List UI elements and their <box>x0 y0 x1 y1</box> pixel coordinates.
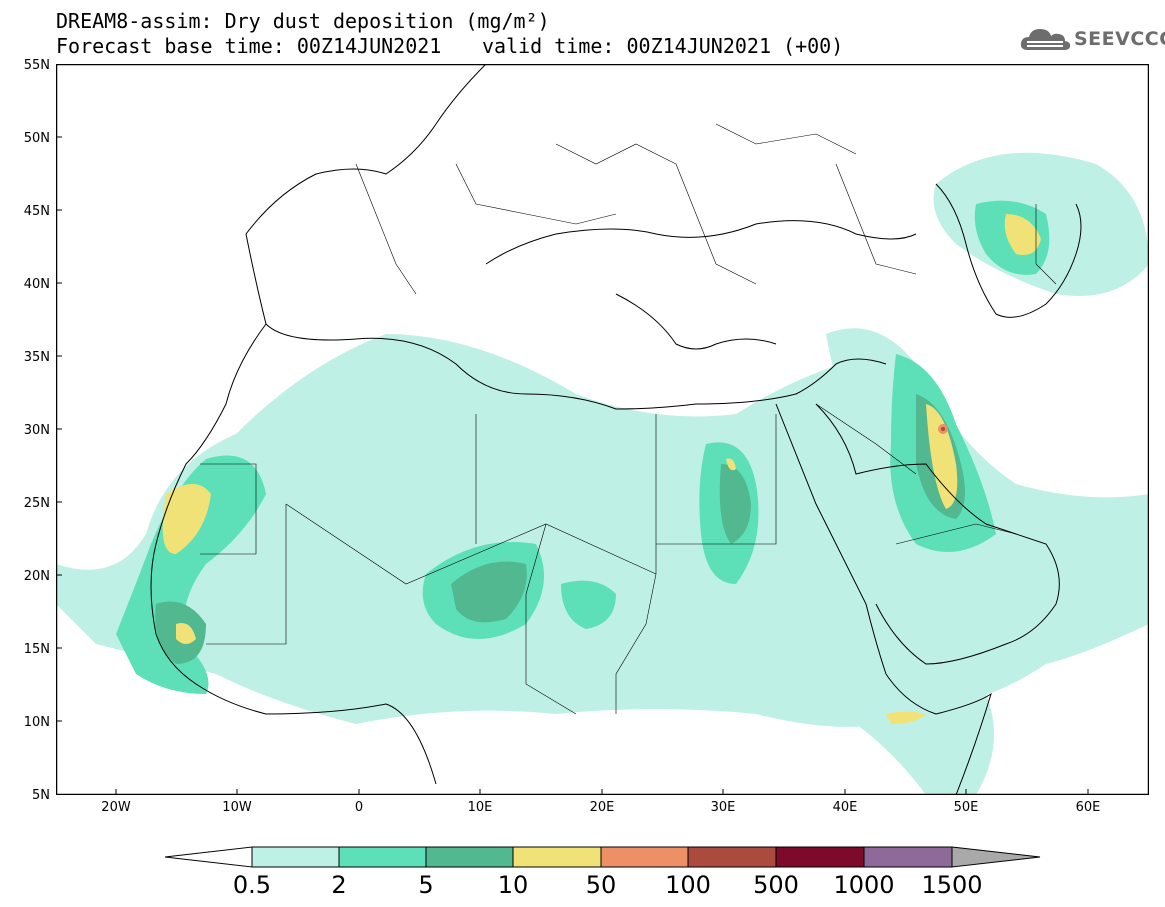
lat-label: 25N <box>23 496 50 511</box>
legend-label: 10 <box>497 871 529 899</box>
legend-label: 2 <box>331 871 347 899</box>
coastlines <box>150 64 1082 795</box>
legend-bin <box>687 846 777 868</box>
dust-field-medium-west <box>116 455 266 694</box>
legend-label: 500 <box>753 871 799 899</box>
lat-label: 15N <box>23 642 50 657</box>
lon-label: 60E <box>1075 800 1101 815</box>
dust-field-medium-chad <box>561 580 616 629</box>
lat-label: 10N <box>23 715 50 730</box>
color-legend-bar <box>164 846 1041 868</box>
dust-field-veryhigh-somalia <box>886 711 926 724</box>
lat-label: 55N <box>23 58 50 73</box>
legend-bin <box>338 846 427 868</box>
borders <box>200 123 1057 715</box>
valid-time: valid time: 00Z14JUN2021 (+00) <box>482 34 844 58</box>
map-title: DREAM8-assim: Dry dust deposition (mg/m²… <box>56 9 550 33</box>
dust-field-high-nile <box>719 464 751 544</box>
legend-label: 1000 <box>833 871 895 899</box>
dust-field-peak-core <box>941 427 945 431</box>
lon-label: 10W <box>222 800 252 815</box>
lat-label: 45N <box>23 204 50 219</box>
legend-bin <box>425 846 514 868</box>
logo-text: SEEVCCC <box>1074 28 1165 50</box>
legend-bin <box>600 846 689 868</box>
lon-label: 40E <box>832 800 858 815</box>
dust-field-veryhigh-wsahara <box>162 484 211 554</box>
lon-label: 20E <box>589 800 615 815</box>
dust-field-veryhigh-nile <box>726 458 736 471</box>
dust-deposition-map <box>56 64 1149 795</box>
legend-label: 50 <box>585 871 617 899</box>
legend-label: 0.5 <box>232 871 272 899</box>
legend-arrow-high <box>951 846 1041 868</box>
lat-label: 30N <box>23 423 50 438</box>
lon-label: 50E <box>953 800 979 815</box>
axis-ticks <box>56 136 1089 795</box>
lat-label: 5N <box>32 788 50 803</box>
legend-label: 5 <box>418 871 434 899</box>
forecast-base-time: Forecast base time: 00Z14JUN2021 <box>56 34 442 58</box>
seevccc-logo: SEEVCCC <box>1018 26 1165 56</box>
lon-label: 20W <box>101 800 131 815</box>
cloud-icon <box>1020 29 1071 50</box>
lat-label: 40N <box>23 277 50 292</box>
lon-label: 0 <box>354 800 364 815</box>
lat-label: 50N <box>23 131 50 146</box>
dust-field-high-sahel <box>451 561 527 623</box>
legend-bin <box>251 846 340 868</box>
lat-label: 20N <box>23 569 50 584</box>
lon-label: 10E <box>467 800 493 815</box>
legend-arrow-low <box>164 846 253 868</box>
dust-field-veryhigh-caspian <box>1004 214 1041 255</box>
legend-bin <box>775 846 865 868</box>
legend-label: 1500 <box>921 871 983 899</box>
legend-bin <box>512 846 602 868</box>
legend-bin <box>863 846 953 868</box>
dust-field-veryhigh-kuwait <box>926 404 958 509</box>
dust-field-veryhigh-westafrica <box>176 623 196 644</box>
lat-label: 35N <box>23 350 50 365</box>
legend-label: 100 <box>665 871 711 899</box>
lon-label: 30E <box>710 800 736 815</box>
